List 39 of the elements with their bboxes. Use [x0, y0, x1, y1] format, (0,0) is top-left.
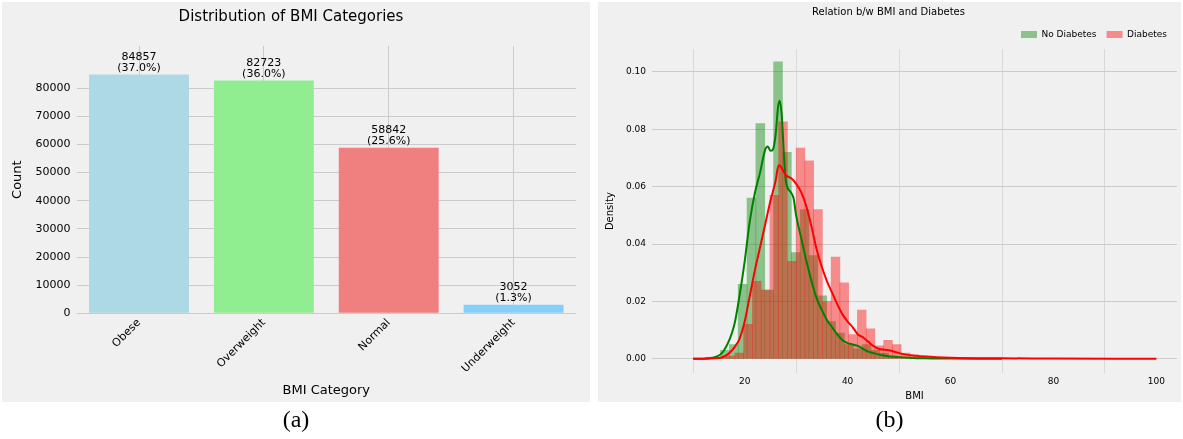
x-tick-label: 20	[738, 375, 751, 386]
text: (b)	[875, 406, 904, 433]
y-tick-label: 0.08	[625, 123, 647, 134]
bar	[338, 147, 439, 313]
bar	[463, 304, 564, 313]
x-axis-title: BMI Category	[282, 381, 371, 397]
x-tick-label: 60	[944, 375, 957, 386]
y-axis-title: Count	[9, 160, 25, 199]
x-tick-label: 40	[841, 375, 854, 386]
y-tick-label: 0.06	[625, 181, 647, 192]
y-tick-label: 60000	[35, 137, 71, 151]
y-axis-title: Density	[603, 192, 615, 231]
y-tick-label: 10000	[35, 278, 71, 292]
data-label: 84857 (37.0%)	[117, 49, 161, 74]
bar	[89, 74, 189, 313]
x-tick-label: 100	[1147, 375, 1166, 386]
y-tick-label: 50000	[35, 165, 71, 179]
x-axis-title: BMI	[905, 389, 924, 401]
y-tick-label: 80000	[35, 81, 71, 95]
chart-title: Distribution of BMI Categories	[178, 6, 404, 25]
data-label: 3052 (1.3%)	[495, 280, 532, 305]
chart-title: Relation b/w BMI and Diabetes	[812, 5, 965, 17]
legend-label: Diabetes	[1127, 28, 1168, 39]
text: (a)	[282, 406, 310, 433]
y-tick-label: 70000	[35, 109, 71, 123]
y-tick-label: 20000	[35, 249, 71, 263]
y-tick-label: 40000	[35, 193, 71, 207]
legend-label: No Diabetes	[1041, 28, 1097, 39]
y-tick-label: 0.04	[625, 238, 647, 249]
y-tick-label: 0	[63, 306, 71, 320]
line-series	[692, 164, 1158, 360]
y-tick-label: 0.00	[625, 353, 647, 364]
y-tick-label: 30000	[35, 221, 71, 235]
data-label: 58842 (25.6%)	[366, 123, 411, 148]
bar	[213, 80, 314, 313]
y-tick-label: 0.10	[625, 66, 647, 77]
data-label: 82723 (36.0%)	[242, 55, 286, 80]
x-tick-label: 80	[1047, 375, 1060, 386]
y-tick-label: 0.02	[625, 295, 647, 306]
